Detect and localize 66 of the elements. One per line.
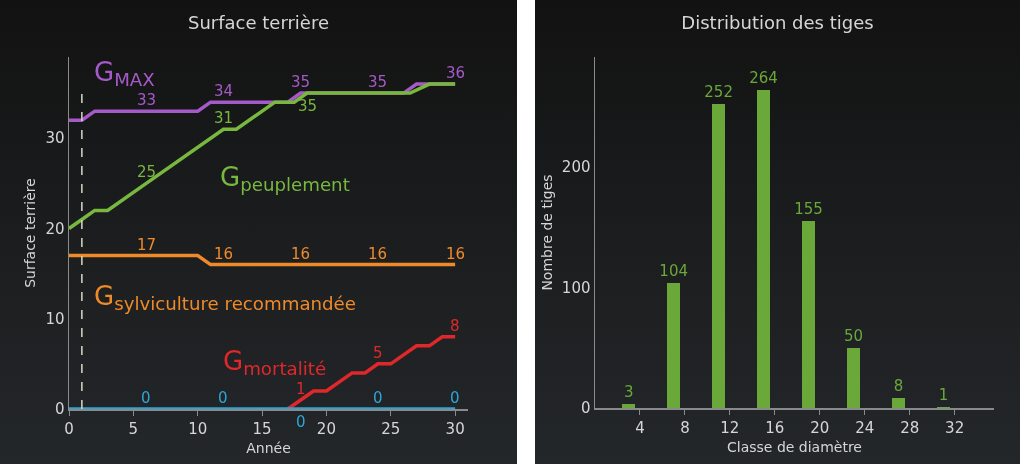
x-tick-label: 15 [252,419,272,438]
series-label: G$_{mortalité}$ [223,346,327,380]
data-label: 8 [893,377,904,396]
data-label: 35 [368,73,388,91]
y-axis-title: Nombre de tiges [538,174,555,291]
bar [712,104,725,408]
data-label: 34 [214,82,234,100]
x-tick-label: 12 [720,418,740,437]
y-tick-label: 0 [580,399,591,418]
x-tick-label: 8 [680,418,690,437]
x-tick-label: 30 [445,419,465,438]
data-label: 155 [794,200,823,219]
y-tick-label: 0 [54,400,65,419]
data-label: 1 [296,380,306,398]
data-label: 0 [373,389,383,407]
x-tick-label: 4 [635,418,645,437]
data-label: 35 [291,73,311,91]
x-tick-label: 20 [316,419,336,438]
chart-title: Distribution des tiges [681,11,874,33]
y-tick-label: 200 [561,158,591,177]
data-label: 5 [373,344,383,362]
data-label: 104 [659,261,688,280]
data-label: 16 [291,245,311,263]
series-label: G$_{MAX}$ [94,57,155,91]
bar [847,347,860,408]
data-label: 252 [704,83,733,102]
data-label: 0 [141,389,151,407]
data-label: 17 [137,236,157,254]
x-tick-label: 32 [945,418,965,437]
series-label: G$_{peuplement}$ [220,162,350,196]
series-label: G$_{sylviculture recommandée}$ [94,281,356,315]
bar [622,404,636,408]
data-label: 1 [938,385,949,404]
y-tick-label: 10 [45,309,65,328]
data-label: 0 [218,389,228,407]
data-label: 33 [137,91,157,109]
data-label: 25 [137,163,157,181]
y-tick-label: 100 [561,278,591,297]
x-axis-title: Année [246,439,291,456]
data-label: 16 [446,245,466,263]
chart-title: Surface terrière [187,11,330,33]
data-label: 16 [368,245,388,263]
y-axis-title: Surface terrière [22,178,39,288]
bar [892,398,905,408]
y-tick-label: 30 [45,129,65,148]
x-tick-label: 20 [810,418,830,437]
data-label: 31 [214,109,234,127]
x-tick-label: 5 [128,419,139,438]
x-tick-label: 10 [188,419,208,438]
x-tick-label: 25 [381,419,401,438]
x-tick-label: 16 [765,418,785,437]
x-axis-title: Classe de diamètre [726,438,863,455]
x-tick-label: 24 [855,418,875,437]
data-label: 8 [450,317,460,335]
data-label: 36 [446,64,466,82]
data-label: 3 [623,383,634,402]
bar [667,282,680,408]
x-tick-label: 28 [900,418,920,437]
data-label: 264 [749,68,778,87]
data-label: 35 [298,97,318,115]
bar [757,89,770,408]
data-label: 50 [843,326,864,345]
y-tick-label: 20 [45,219,65,238]
data-label: 0 [450,389,460,407]
bar [802,221,815,408]
data-label: 16 [214,245,234,263]
